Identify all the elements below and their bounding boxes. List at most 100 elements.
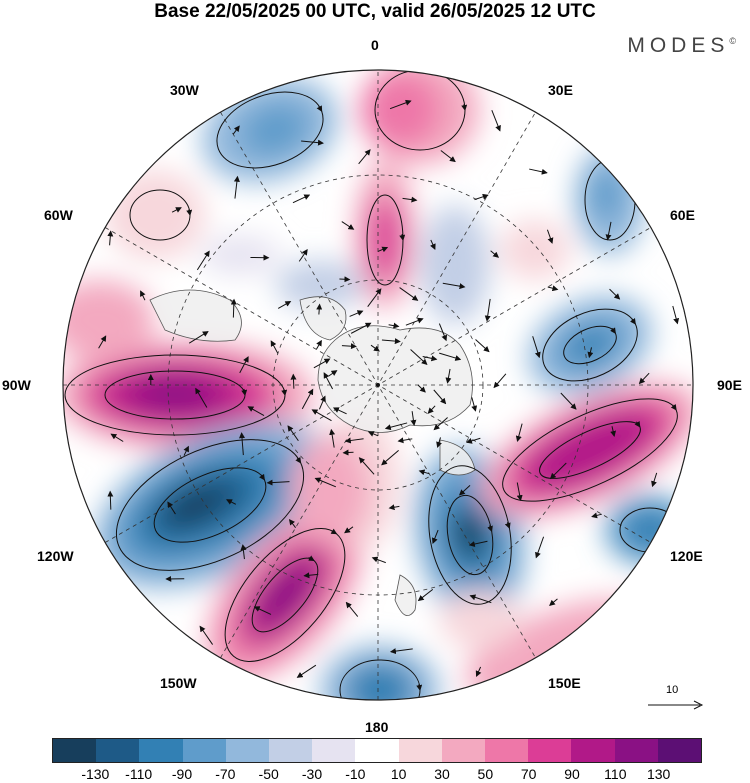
flow-arrow [381, 450, 399, 466]
streamline-arrow [308, 555, 315, 562]
flow-arrow [438, 323, 448, 342]
lon-label-150e: 150E [548, 675, 581, 691]
flow-arrow [591, 512, 602, 519]
colorbar-tick-label: 10 [390, 766, 407, 782]
flow-arrow [605, 221, 612, 241]
flow-arrow [433, 389, 447, 405]
flow-arrow [318, 395, 326, 410]
colorbar-tick-label: -10 [345, 766, 366, 782]
flow-arrow [474, 193, 489, 201]
flow-arrow [549, 598, 558, 606]
streamline-arrow [631, 193, 638, 201]
flow-arrow [442, 282, 466, 290]
flow-arrow [610, 426, 617, 437]
streamline-arrow [630, 318, 636, 325]
flow-arrow [98, 335, 107, 349]
flow-arrow [314, 477, 337, 488]
flow-arrow [344, 526, 354, 534]
flow-arrow [341, 221, 355, 230]
colorbar-tick-label: -130 [81, 766, 110, 782]
colorbar-tick-label: -30 [301, 766, 323, 782]
colorbar-swatch [398, 739, 442, 762]
flow-arrow [440, 150, 456, 163]
anomaly-contour [569, 329, 611, 361]
flow-arrow [303, 572, 319, 579]
colorbar-tick-label: 130 [646, 766, 671, 782]
flow-arrow [384, 422, 408, 431]
flow-arrow [546, 229, 554, 244]
lon-label-90e: 90E [717, 377, 742, 393]
flow-arrow [532, 336, 541, 359]
streamline-arrow [487, 525, 493, 533]
flow-arrow [475, 339, 490, 353]
flow-arrow [107, 490, 114, 510]
flow-arrow [471, 397, 478, 412]
streamline-arrow [330, 528, 338, 535]
streamline-arrow [259, 473, 265, 481]
streamline-arrow [676, 523, 683, 531]
flow-arrow [107, 230, 114, 246]
flow-arrow [431, 529, 439, 544]
colorbar-tick-label: 30 [434, 766, 450, 782]
flow-arrow [349, 310, 364, 317]
streamline-arrow [504, 522, 511, 529]
flow-arrow [332, 407, 347, 415]
flow-arrow [468, 540, 488, 547]
colorbar-swatch [139, 739, 183, 762]
flow-arrow [371, 556, 386, 564]
flow-arrow [315, 339, 322, 350]
flow-arrow [341, 343, 357, 350]
anomaly-contour [440, 590, 520, 650]
lon-label-60w: 60W [44, 207, 73, 223]
flow-arrow [328, 370, 338, 377]
flow-arrow [417, 588, 434, 602]
flow-arrow [167, 501, 176, 515]
flow-arrow [239, 432, 245, 456]
flow-arrow [195, 387, 208, 408]
anomaly-contour [360, 72, 440, 148]
streamline-arrow [634, 420, 641, 428]
flow-arrow [253, 606, 272, 615]
flow-arrow [239, 356, 249, 374]
anomaly-contour [500, 220, 570, 280]
flow-arrow [311, 409, 332, 422]
graticule [63, 70, 693, 700]
flow-arrow [399, 287, 419, 301]
flow-arrow [377, 246, 389, 253]
lon-label-150w: 150W [160, 675, 197, 691]
anomaly-contour [241, 103, 309, 157]
colorbar-swatch [485, 739, 529, 762]
anomaly-contour [420, 205, 490, 325]
colorbar-swatch [571, 739, 615, 762]
flow-arrow [233, 175, 240, 199]
colorbar-swatch [312, 739, 356, 762]
flow-arrow [427, 405, 436, 414]
colorbar-swatch [528, 739, 572, 762]
flow-arrow [296, 664, 317, 678]
streamline-arrow [416, 683, 423, 691]
flow-arrow [430, 239, 436, 250]
colorbar-tick-label: 110 [604, 766, 627, 782]
anomaly-contour [587, 170, 623, 220]
flow-arrow [288, 518, 296, 529]
flow-arrow [339, 276, 351, 283]
anomaly-contour [525, 412, 655, 488]
flow-arrow [609, 288, 621, 300]
anomaly-contour [63, 280, 155, 360]
map-title: Base 22/05/2025 00 UTC, valid 26/05/2025… [154, 1, 596, 22]
flow-arrow [493, 373, 507, 389]
flow-arrow [445, 368, 452, 384]
flow-arrow [469, 594, 492, 604]
brand-logo: MODES© [627, 34, 736, 57]
flow-arrow [410, 411, 417, 427]
flow-arrow [370, 344, 380, 352]
flow-arrow [475, 666, 482, 677]
flow-arrow [277, 301, 292, 309]
flow-arrow [230, 298, 237, 318]
flow-arrow [638, 372, 650, 385]
flow-arrow [329, 428, 336, 448]
colorbar-tick-label: -90 [171, 766, 193, 782]
flow-arrow [402, 196, 418, 203]
colorbar [52, 738, 702, 763]
colorbar-tick-label: -70 [215, 766, 236, 782]
